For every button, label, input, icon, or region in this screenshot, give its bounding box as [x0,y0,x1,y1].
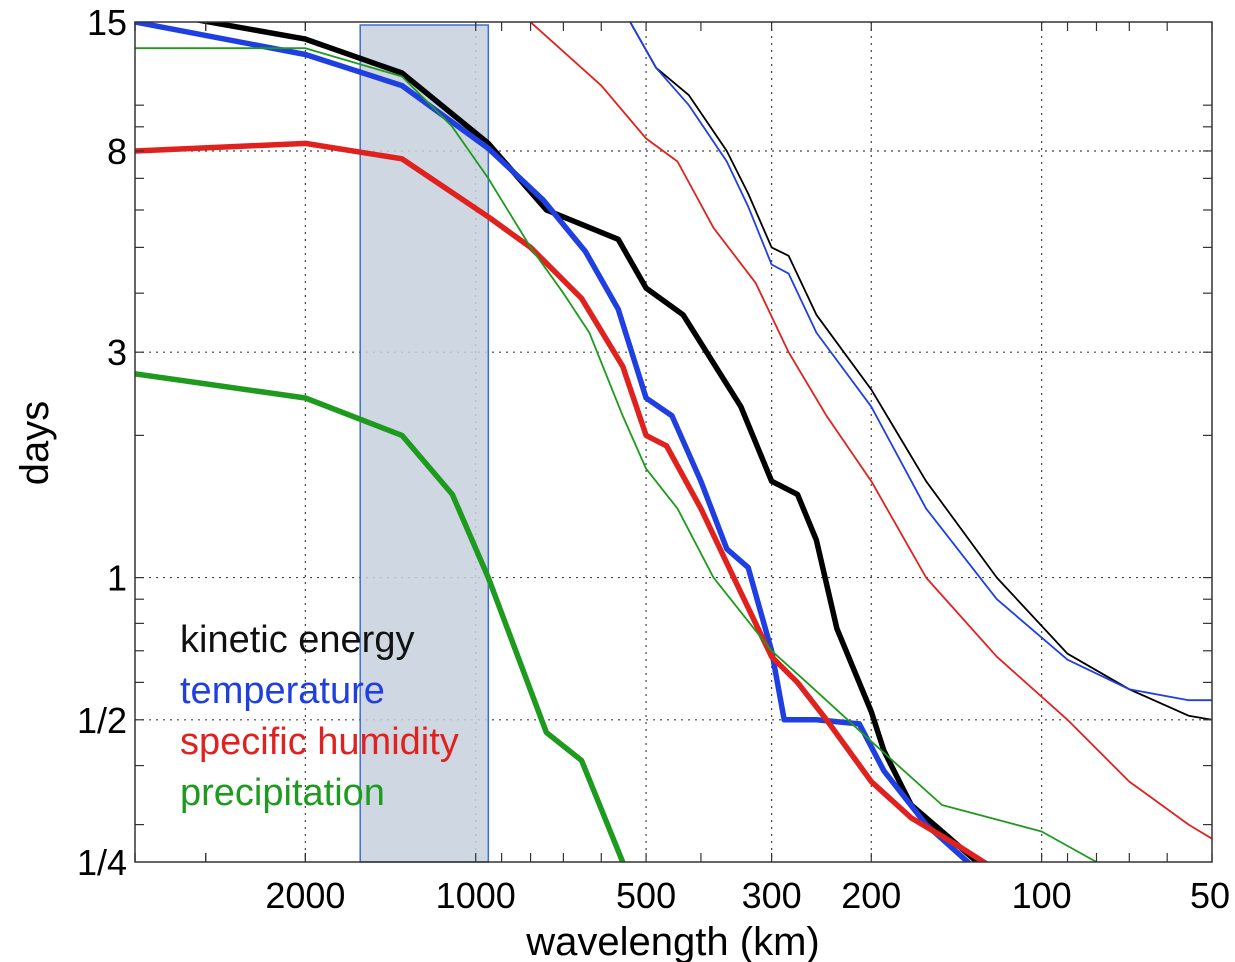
x-tick-label: 50 [1190,875,1230,916]
y-axis-label: days [13,401,57,486]
series-line-7 [529,22,1212,840]
y-tick-label: 1 [107,558,127,599]
y-tick-label: 1/2 [77,700,127,741]
x-tick-label: 1000 [436,875,516,916]
x-tick-label: 2000 [265,875,345,916]
legend-entry: kinetic energy [180,619,414,661]
series-line-6 [629,22,1212,702]
y-tick-label: 1/4 [77,842,127,883]
y-tick-label: 15 [87,2,127,43]
x-tick-label: 100 [1012,875,1072,916]
series-layer [135,22,1212,862]
legend-entry: specific humidity [180,721,459,763]
ticks [134,22,1213,862]
series-line-1 [193,22,980,862]
series-line-4 [135,371,626,862]
x-tick-label: 300 [742,875,802,916]
series-line-8 [135,47,1098,862]
series-line-3 [135,140,989,862]
series-line-2 [135,22,972,862]
legend-entry: temperature [180,670,385,712]
legend: kinetic energy temperature specific humidi… [180,619,459,814]
y-tick-labels: 1/4 1/2 1 3 8 15 [77,2,127,883]
x-tick-label: 500 [616,875,676,916]
x-tick-labels: 2000 1000 500 300 200 100 50 [265,875,1230,916]
plot-frame [134,21,1213,863]
legend-entry: precipitation [180,772,385,814]
y-tick-label: 8 [107,131,127,172]
series-line-5 [629,22,1212,721]
y-tick-label: 3 [107,332,127,373]
highlight-band [359,24,490,863]
x-tick-label: 200 [841,875,901,916]
x-axis-label: wavelength (km) [525,920,819,962]
